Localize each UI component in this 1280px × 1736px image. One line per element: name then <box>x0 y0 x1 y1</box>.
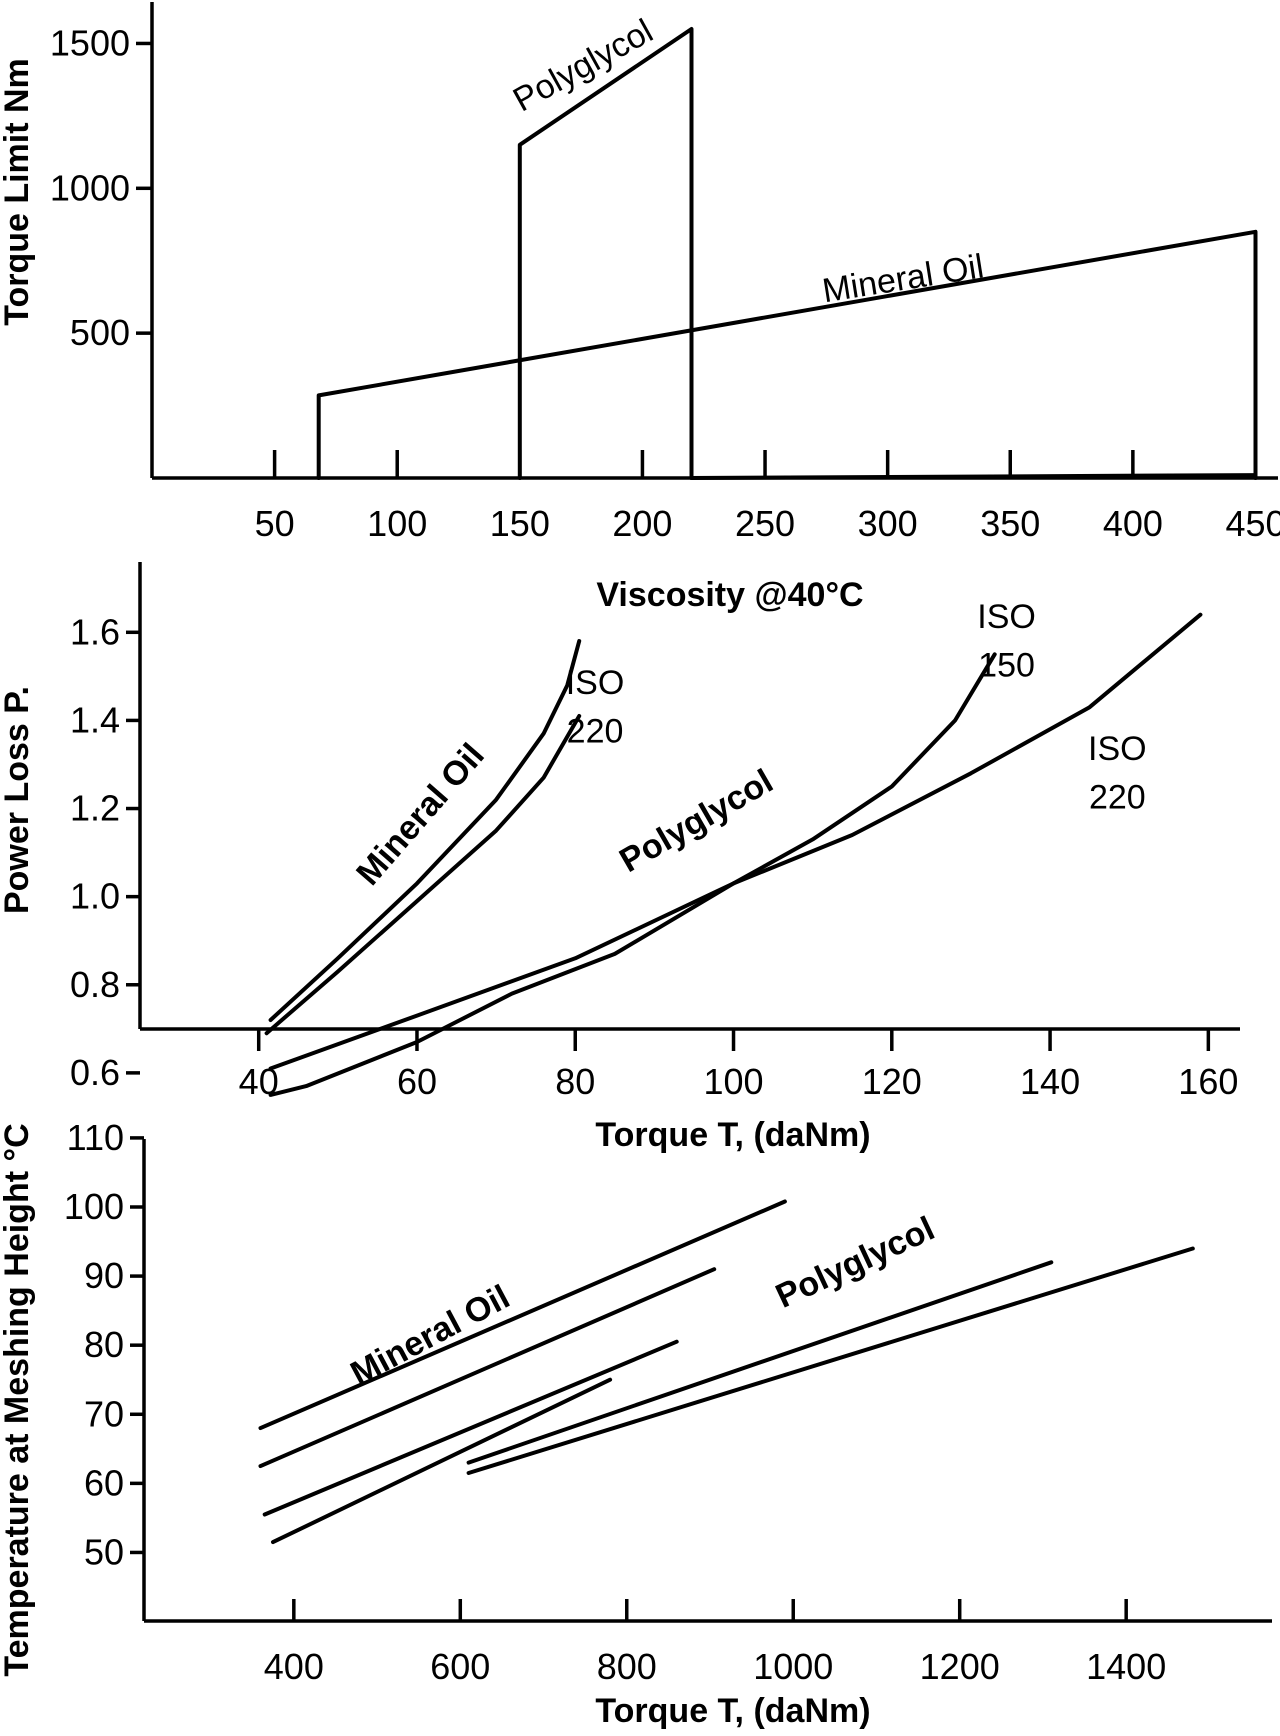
chart3-series-line-3 <box>262 1339 679 1517</box>
chart2-x-tick-label: 160 <box>1178 1061 1238 1102</box>
chart2-annotation-3: 220 <box>567 712 624 750</box>
chart3-y-axis-label: Temperature at Meshing Height °C <box>0 1123 36 1676</box>
chart3-x-axis-label: Torque T, (daNm) <box>595 1692 870 1730</box>
chart3-y-tick-label: 100 <box>64 1186 124 1227</box>
chart1-x-tick-label: 300 <box>858 503 918 544</box>
chart2-annotation-2: ISO <box>566 664 625 702</box>
chart3-series-line-6 <box>466 1246 1195 1475</box>
chart2-y-tick-label: 1.2 <box>70 788 120 829</box>
temperature-chart: Temperature at Meshing Height °C Torque … <box>0 1117 1272 1730</box>
chart3-x-tick-label: 1000 <box>753 1646 833 1687</box>
chart2-series-line-1 <box>268 639 582 1022</box>
chart1-x-tick-label: 50 <box>255 503 295 544</box>
chart3-series-line-2 <box>258 1267 717 1469</box>
chart1-x-axis-label: Viscosity @40°C <box>596 576 863 614</box>
chart2-annotation-5: ISO <box>977 598 1036 636</box>
chart1-x-tick-label: 250 <box>735 503 795 544</box>
chart1-x-tick-label: 400 <box>1103 503 1163 544</box>
chart1-series-line-3 <box>689 473 1258 480</box>
chart3-y-tick-label: 80 <box>84 1324 124 1365</box>
chart3-annotation-2: Polyglycol <box>770 1209 940 1315</box>
chart1-x-tick-label: 100 <box>367 503 427 544</box>
chart1-x-tick-label: 450 <box>1225 503 1280 544</box>
chart1-y-tick-label: 500 <box>70 312 130 353</box>
chart2-y-tick-label: 1.6 <box>70 611 120 652</box>
chart2-series-line-2 <box>264 714 582 1036</box>
chart1-x-tick-label: 150 <box>490 503 550 544</box>
chart3-x-tick-label: 400 <box>264 1646 324 1687</box>
chart2-series-line-3 <box>268 652 997 1071</box>
chart2-x-tick-label: 100 <box>703 1061 763 1102</box>
chart2-x-tick-label: 80 <box>555 1061 595 1102</box>
chart3-series-line-5 <box>466 1260 1054 1465</box>
chart2-x-tick-label: 120 <box>862 1061 922 1102</box>
chart1-y-tick-label: 1500 <box>50 22 130 63</box>
chart2-annotation-4: Polyglycol <box>613 762 779 880</box>
chart2-y-axis-label: Power Loss P. <box>0 686 36 914</box>
chart1-series-line-1 <box>517 27 694 480</box>
chart3-y-tick-label: 60 <box>84 1462 124 1503</box>
chart3-series-line-1 <box>258 1199 787 1431</box>
chart2-y-tick-label: 1.4 <box>70 699 120 740</box>
chart3-y-tick-label: 50 <box>84 1531 124 1572</box>
chart2-series-line-4 <box>268 612 1203 1097</box>
chart3-y-tick-label: 70 <box>84 1393 124 1434</box>
chart2-x-axis-label: Torque T, (daNm) <box>595 1116 870 1154</box>
chart3-x-tick-label: 1200 <box>920 1646 1000 1687</box>
chart1-x-tick-label: 200 <box>612 503 672 544</box>
chart3-annotation-1: Mineral Oil <box>344 1278 515 1393</box>
chart1-x-tick-label: 350 <box>980 503 1040 544</box>
power-loss-chart: Power Loss P. Torque T, (daNm) 40 60 80 100… <box>0 562 1240 1154</box>
chart3-y-tick-label: 90 <box>84 1255 124 1296</box>
chart2-y-tick-label: 0.6 <box>70 1052 120 1093</box>
chart2-annotation-7: ISO <box>1088 730 1147 768</box>
chart2-y-tick-label: 1.0 <box>70 876 120 917</box>
chart2-annotation-8: 220 <box>1089 779 1146 817</box>
chart3-x-tick-label: 600 <box>430 1646 490 1687</box>
chart2-x-tick-label: 60 <box>397 1061 437 1102</box>
chart3-series-line-4 <box>271 1377 613 1545</box>
chart2-y-tick-label: 0.8 <box>70 964 120 1005</box>
chart3-x-tick-label: 800 <box>597 1646 657 1687</box>
chart2-x-tick-label: 140 <box>1020 1061 1080 1102</box>
chart3-y-tick-label: 110 <box>67 1117 124 1158</box>
chart1-y-tick-label: 1000 <box>50 167 130 208</box>
chart1-y-axis-label: Torque Limit Nm <box>0 58 36 326</box>
torque-limit-chart: Torque Limit Nm Viscosity @40°C 50 100 150… <box>0 2 1280 614</box>
chart2-annotation-1: Mineral Oil <box>349 736 492 892</box>
chart1-series-line-2 <box>316 229 1258 480</box>
chart2-annotation-6: 150 <box>978 646 1035 684</box>
chart3-x-tick-label: 1400 <box>1086 1646 1166 1687</box>
chart1-annotation-2: Mineral Oil <box>820 247 986 310</box>
